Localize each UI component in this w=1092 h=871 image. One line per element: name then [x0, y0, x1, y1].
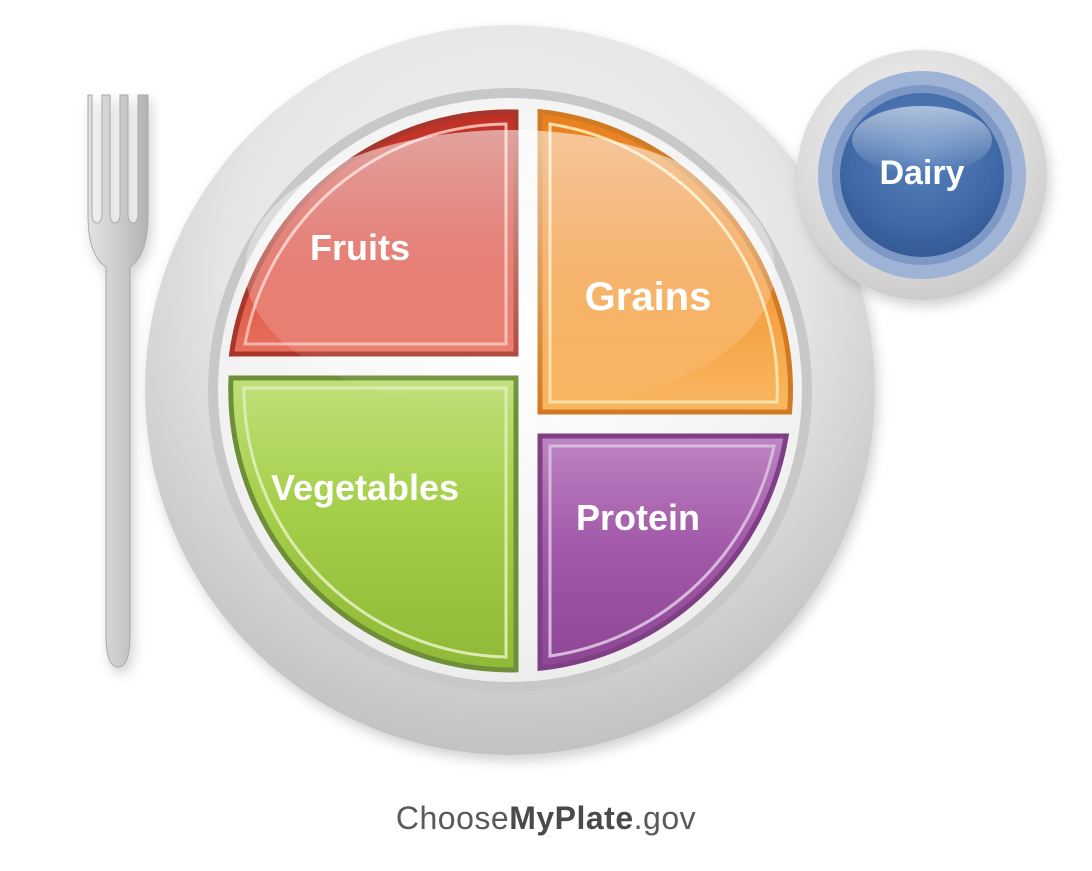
caption-bold: MyPlate	[509, 800, 633, 836]
caption: ChooseMyPlate.gov	[0, 800, 1092, 837]
label-grains: Grains	[585, 275, 712, 319]
caption-prefix: Choose	[396, 800, 509, 836]
myplate-diagram: Fruits Grains Vegetables Protein Dairy C…	[0, 0, 1092, 871]
fork-icon	[88, 95, 148, 667]
label-vegetables: Vegetables	[271, 467, 459, 508]
label-protein: Protein	[576, 497, 700, 538]
diagram-svg: Fruits Grains Vegetables Protein Dairy	[0, 0, 1092, 871]
label-dairy: Dairy	[879, 154, 964, 192]
caption-suffix: .gov	[634, 800, 696, 836]
plate-sheen	[245, 130, 775, 410]
label-fruits: Fruits	[310, 227, 410, 268]
